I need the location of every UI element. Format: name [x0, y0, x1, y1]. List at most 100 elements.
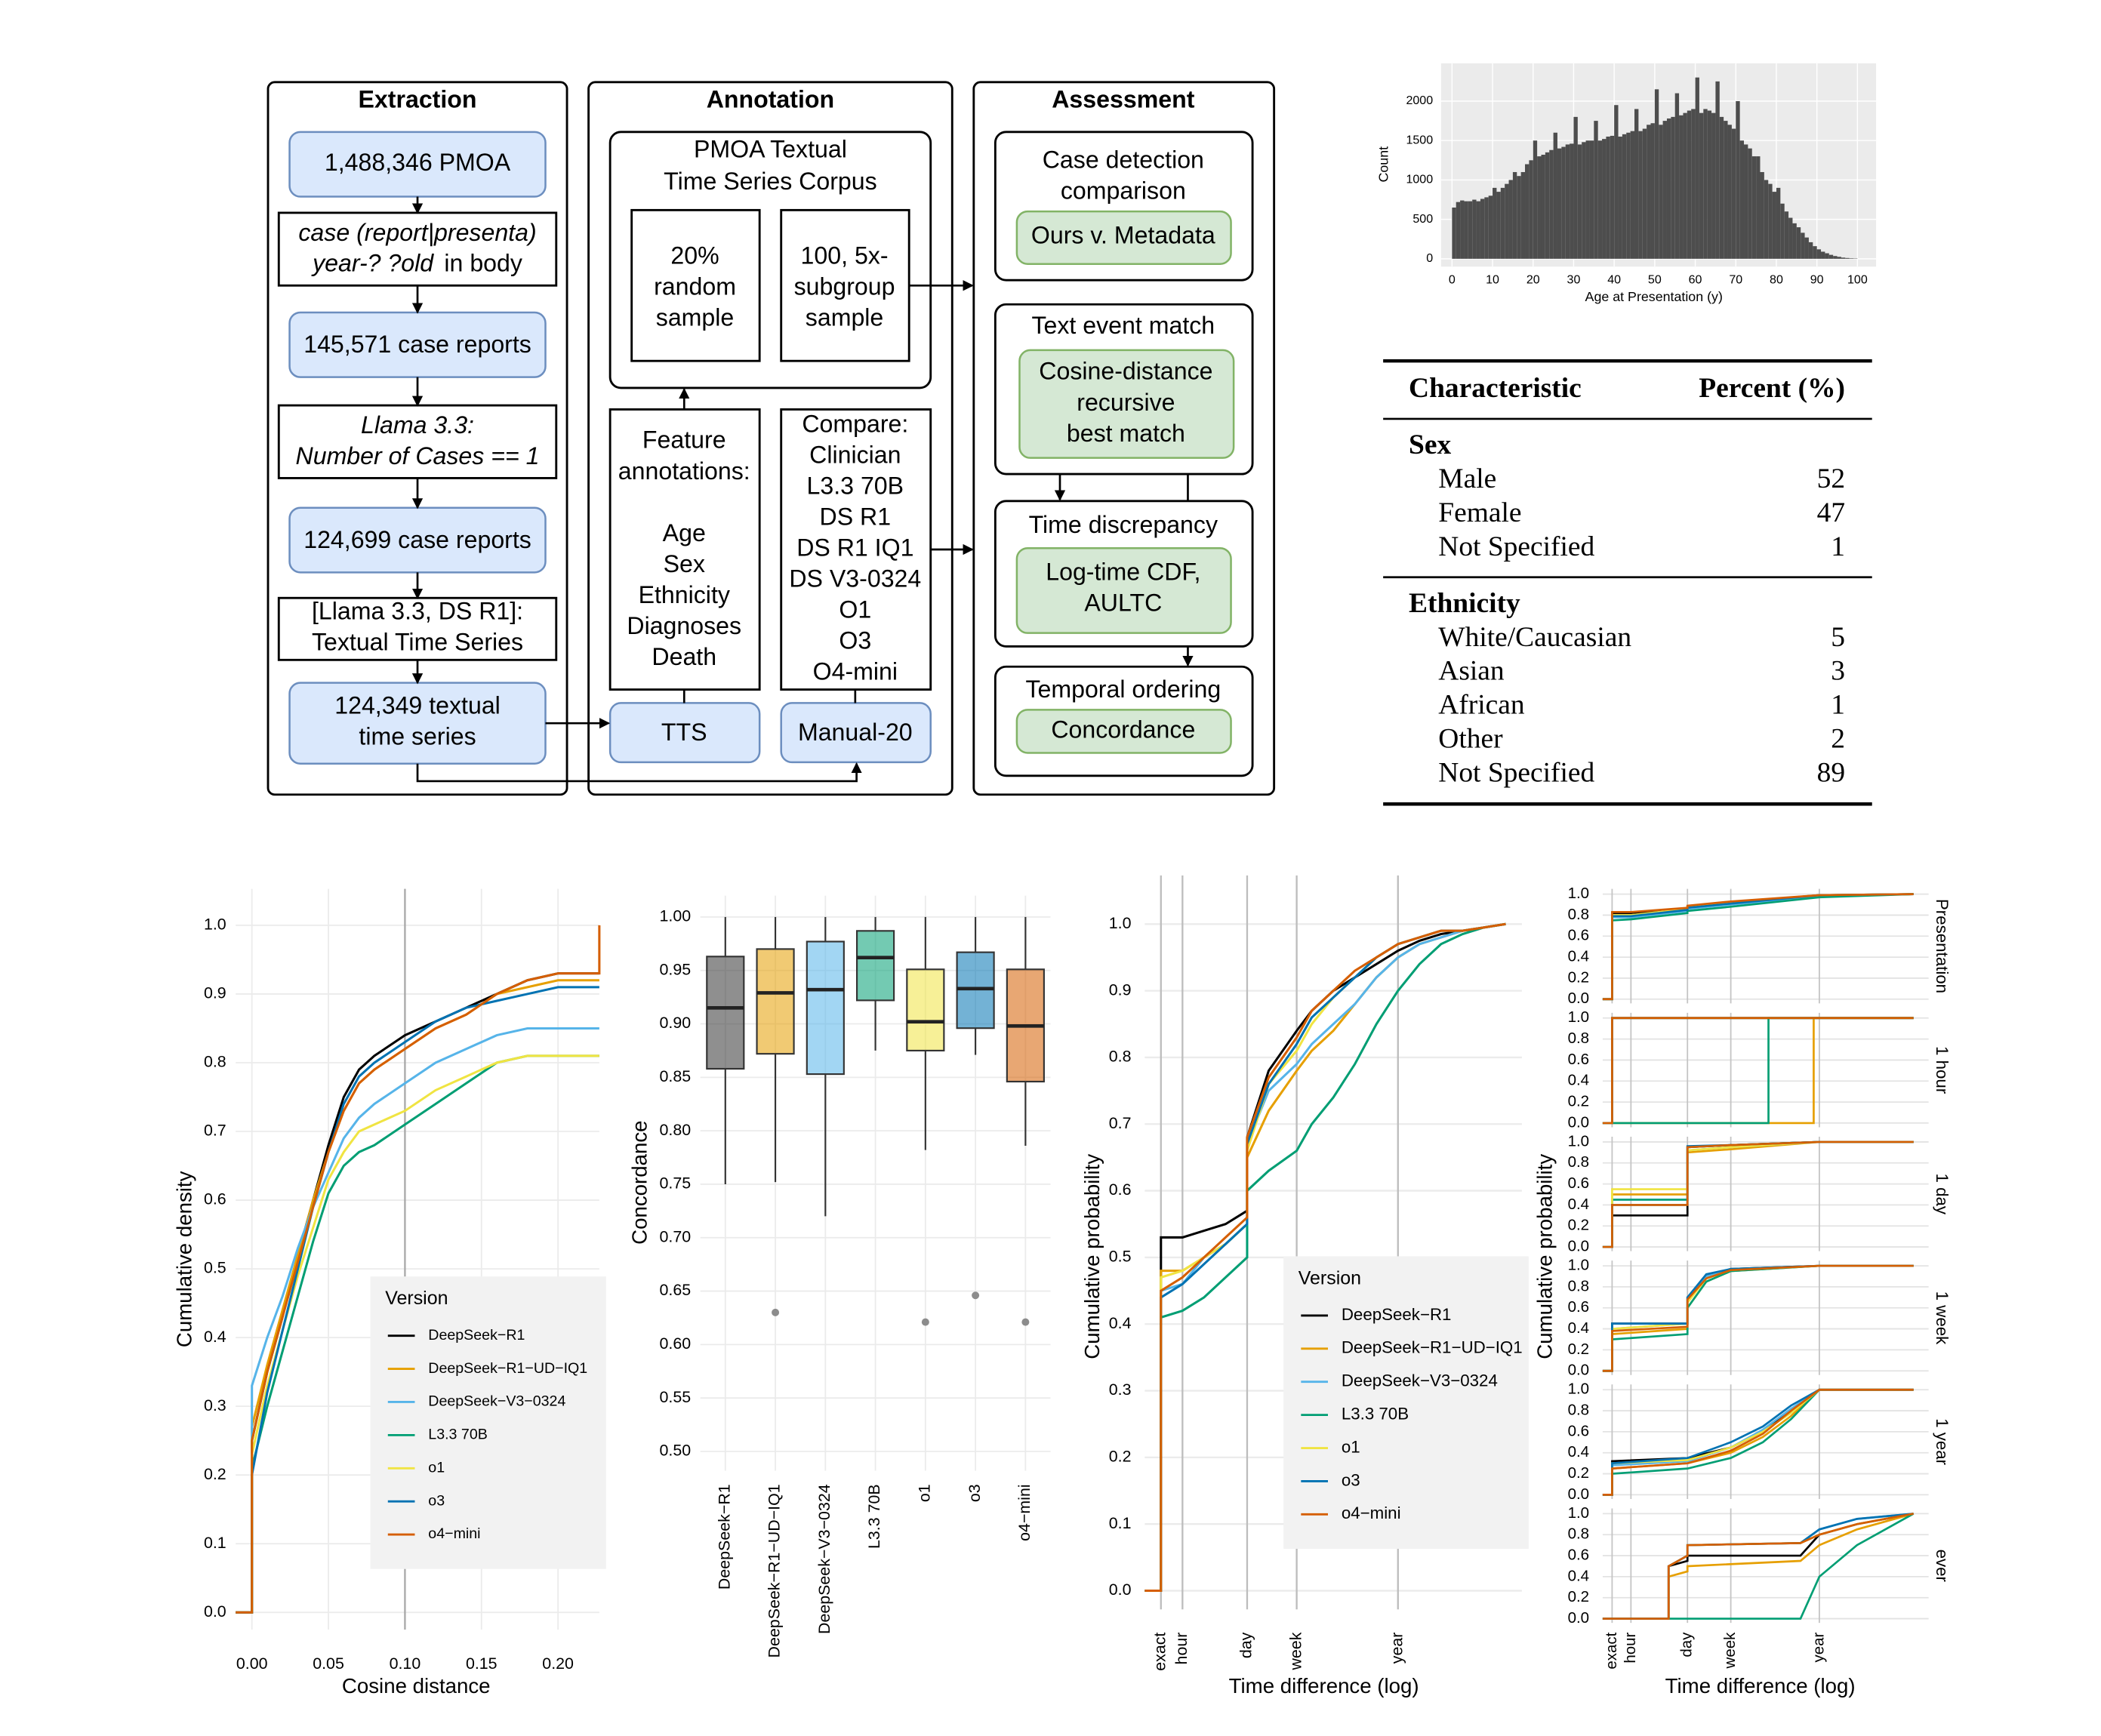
x-tick-label: 0.05: [313, 1654, 344, 1673]
y-tick-label: 0.4: [1568, 1196, 1589, 1213]
bar: [1845, 257, 1850, 259]
table-cell: Asian: [1438, 656, 1505, 687]
y-tick-label: 1.0: [204, 916, 226, 934]
node-text: time series: [359, 722, 476, 749]
bar: [1525, 164, 1530, 259]
box: [906, 968, 945, 1051]
table-cell: Male: [1438, 463, 1496, 494]
y-tick-label: 0.6: [1568, 1546, 1589, 1563]
x-tick-label: 40: [1607, 272, 1621, 286]
node-text: Time discrepancy: [1029, 511, 1218, 538]
y-tick-label: 0.8: [1568, 1153, 1589, 1171]
box: [855, 930, 895, 1002]
y-tick-label: 1.0: [1568, 1257, 1589, 1274]
bar: [1452, 207, 1456, 259]
y-tick-label: 0.8: [1109, 1048, 1132, 1066]
bar: [1801, 232, 1805, 259]
x-tick-label: exact: [1151, 1633, 1169, 1671]
y-tick-label: 0.0: [1568, 1362, 1589, 1379]
y-axis-label: Cumulative probability: [1533, 1154, 1556, 1359]
bar: [1666, 118, 1671, 259]
bar: [1589, 140, 1594, 259]
x-tick-label: day: [1678, 1632, 1696, 1658]
bar: [1756, 156, 1761, 259]
bar: [1508, 180, 1513, 259]
node-text: annotations:: [618, 457, 750, 485]
table-cell: 52: [1817, 463, 1845, 494]
y-tick-label: 0.3: [1109, 1380, 1132, 1399]
outlier: [772, 1308, 780, 1316]
y-tick-label: 0.75: [660, 1174, 692, 1193]
bar: [1662, 121, 1667, 259]
y-tick-label: 0.70: [660, 1227, 692, 1245]
y-tick-label: 0.4: [1568, 948, 1589, 965]
y-tick-label: 1.0: [1568, 1504, 1589, 1522]
bar: [1642, 128, 1647, 259]
legend-label: o4−mini: [428, 1525, 480, 1542]
node-text: Case detection: [1043, 146, 1204, 174]
table-cell: Not Specified: [1438, 758, 1594, 789]
table-group: Ethnicity: [1409, 588, 1520, 619]
legend-label: L3.3 70B: [428, 1427, 488, 1443]
bar: [1533, 140, 1538, 259]
bar: [1837, 257, 1841, 259]
node-text: 1,488,346 PMOA: [325, 149, 511, 176]
line: [1602, 1513, 1914, 1620]
line: [1602, 1140, 1914, 1248]
bar: [1597, 140, 1603, 259]
line: [1602, 893, 1914, 1001]
line: [1602, 1264, 1914, 1372]
y-tick-label: 0.4: [1568, 1319, 1589, 1337]
line: [1602, 1264, 1914, 1372]
node-text: PMOA Textual: [694, 135, 847, 162]
bar: [1537, 156, 1542, 259]
plain-box: [277, 211, 558, 287]
y-tick-label: 1.0: [1568, 1132, 1589, 1150]
bar: [1731, 128, 1736, 259]
node-text: AULTC: [1084, 589, 1162, 617]
line: [1602, 1017, 1914, 1125]
node-text: best match: [1067, 420, 1185, 447]
x-axis-label: Cosine distance: [342, 1674, 491, 1698]
bar: [1796, 227, 1801, 259]
node-text: Number of Cases == 1: [296, 442, 540, 469]
plain-box: [780, 208, 910, 362]
y-tick-label: 0.2: [1568, 1464, 1589, 1482]
y-tick-label: 0.4: [1109, 1314, 1132, 1332]
x-tick-label: hour: [1622, 1632, 1639, 1663]
node-text: DS V3-0324: [789, 565, 921, 593]
node-text: Temporal ordering: [1025, 676, 1221, 703]
y-tick-label: 0.1: [204, 1534, 226, 1552]
outlier: [921, 1318, 929, 1326]
bar: [1512, 171, 1517, 259]
bar: [1821, 251, 1825, 259]
y-tick-label: 0.3: [204, 1396, 226, 1414]
y-tick-label: 0.4: [1568, 1567, 1589, 1584]
x-tick-label: DeepSeek−R1: [715, 1484, 733, 1590]
node-text: DS R1 IQ1: [796, 534, 913, 561]
node-text: 145,571 case reports: [303, 331, 531, 358]
x-tick-label: year: [1810, 1632, 1827, 1662]
x-tick-label: week: [1286, 1632, 1305, 1670]
y-tick-label: 0.7: [1109, 1114, 1132, 1132]
y-tick-label: 0.0: [1568, 1609, 1589, 1627]
bar: [1638, 131, 1643, 259]
bar: [1825, 253, 1829, 259]
table-cell: 3: [1831, 656, 1845, 687]
y-tick-label: 0.60: [660, 1334, 692, 1353]
y-tick-label: 0.8: [1568, 1277, 1589, 1294]
line: [1144, 922, 1506, 1593]
bar: [1828, 254, 1834, 259]
bar: [1739, 140, 1745, 259]
y-axis-label: Cumulative probability: [1080, 1154, 1104, 1359]
y-tick-label: 0.0: [1109, 1581, 1132, 1599]
line: [1602, 1017, 1914, 1125]
bar: [1570, 143, 1574, 259]
x-tick-label: 100: [1847, 272, 1868, 286]
table-cell: Female: [1438, 497, 1521, 528]
bar: [1630, 131, 1635, 259]
green-box: [1015, 210, 1232, 265]
node-text: case (report|presenta): [298, 219, 536, 246]
bar: [1719, 116, 1724, 259]
